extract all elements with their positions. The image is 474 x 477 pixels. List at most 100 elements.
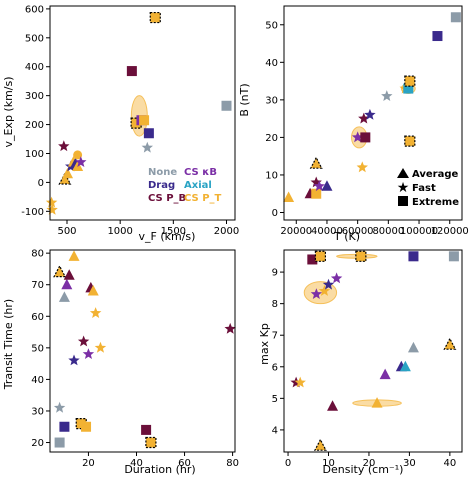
data-point-star [356, 161, 368, 173]
y-tick-label: 8 [272, 299, 278, 310]
axes-frame [283, 249, 463, 453]
x-tick-label: 20 [363, 458, 376, 469]
legend-average: Average [412, 169, 459, 180]
x-tick-label: 40 [443, 458, 456, 469]
data-point-triangle [443, 337, 457, 350]
data-point-square [149, 11, 161, 24]
x-tick-label: 20000 [280, 226, 312, 237]
x-tick-label: 1000 [107, 226, 132, 237]
data-point-star [75, 156, 87, 167]
x-tick-label: 30 [403, 458, 416, 469]
data-point-triangle [61, 278, 73, 290]
data-point-triangle [321, 180, 333, 191]
y-tick-label: 7 [272, 331, 278, 342]
y-tick-label: 10 [265, 170, 278, 181]
data-point-star [310, 288, 323, 299]
panel-velocity: 500 1000 1500 2000 -100 0 100 200 300 400 500 600 v… [2, 4, 239, 243]
data-point-triangle [63, 269, 75, 280]
plot-area-max-kp: 0 10 20 30 40 4 5 6 7 8 9 [272, 249, 463, 469]
y-tick-label: 4 [272, 425, 278, 436]
data-point-square [314, 250, 327, 262]
data-point-triangle [283, 191, 295, 202]
data-point-star [89, 307, 102, 318]
data-point-square [403, 83, 414, 94]
y-tick-label: 9 [272, 268, 278, 279]
x-tick-label: 120000 [431, 226, 469, 237]
y-tick-label: 50 [31, 343, 44, 354]
data-point-triangle [68, 250, 80, 261]
data-point-square [54, 437, 65, 448]
y-tick-label: 500 [25, 33, 44, 44]
data-point-square [404, 75, 416, 87]
x-tick-label: 60000 [342, 226, 374, 237]
data-point-triangle [399, 360, 411, 372]
xlabel-transit-time: Duration (hr) [124, 463, 195, 476]
x-tick-label: 20 [82, 458, 95, 469]
y-tick-label: 400 [25, 62, 44, 73]
y-tick-label: 100 [25, 149, 44, 160]
data-point-square [59, 421, 70, 432]
x-tick-label: 40 [130, 458, 143, 469]
y-tick-label: 80 [31, 249, 44, 260]
data-point-star [68, 354, 80, 366]
y-tick-label: 30 [265, 95, 278, 106]
data-point-triangle [58, 172, 72, 185]
legend-triangle-marker [397, 168, 409, 178]
data-point-star [381, 90, 393, 101]
ylabel-transit-time: Transit Time (hr) [2, 299, 15, 390]
data-point-star [58, 140, 70, 152]
data-point-star [358, 112, 370, 124]
panel-max-kp: 0 10 20 30 40 4 5 6 7 8 9 Density (cm⁻¹) max Kp [258, 249, 463, 476]
data-point-star [322, 278, 335, 290]
y-tick-label: 60 [31, 312, 44, 323]
data-point-star [330, 272, 343, 284]
data-point-square [448, 251, 459, 262]
legend-square-marker [398, 196, 408, 206]
legend-cs-pb: CS P_B [148, 193, 186, 204]
axes-frame [49, 249, 236, 453]
data-point-star [77, 335, 90, 347]
x-tick-label: 40000 [311, 226, 343, 237]
data-point-triangle [58, 291, 70, 302]
xlabel-max-kp: Density (cm⁻¹) [323, 463, 404, 476]
legend-drag: Drag [148, 180, 175, 191]
data-point-triangle [327, 400, 339, 411]
data-point-square [408, 251, 419, 262]
plot-area-velocity: 500 1000 1500 2000 -100 0 100 200 300 400 500 600 [21, 4, 239, 237]
data-point-square [450, 12, 461, 23]
y-tick-label: 600 [25, 4, 44, 15]
data-point-square [126, 66, 137, 77]
data-point-square [311, 188, 322, 199]
data-point-square [307, 254, 318, 265]
y-tick-label: 5 [272, 394, 278, 405]
x-tick-label: 80000 [372, 226, 404, 237]
x-tick-label: 60 [178, 458, 191, 469]
legend-cs-pt: CS P_T [184, 193, 222, 204]
y-tick-label: 30 [31, 406, 44, 417]
x-tick-label: 1500 [161, 226, 186, 237]
data-point-square [145, 436, 157, 449]
data-point-triangle [53, 264, 67, 278]
x-tick-label: 0 [285, 458, 291, 469]
y-tick-label: 200 [25, 120, 44, 131]
ylabel-velocity: v_Exp (km/s) [2, 76, 15, 147]
y-tick-label: 50 [265, 20, 278, 31]
data-point-triangle [87, 285, 99, 296]
data-point-star [313, 180, 325, 192]
panel-transit-time: 20 40 60 80 20 30 40 50 60 70 80 Duration (hr) Tra… [2, 249, 239, 476]
legend-axial: Axial [184, 180, 212, 191]
data-point-star [53, 401, 66, 413]
xlabel-magnetic-field: T (K) [333, 230, 360, 243]
data-point-square [141, 424, 152, 435]
data-point-triangle [313, 438, 327, 451]
y-tick-label: 0 [272, 208, 278, 219]
data-point-square [139, 115, 150, 126]
axes-frame [49, 5, 236, 221]
legend-models: None CS κB Drag Axial CS P_B CS P_T [148, 167, 222, 204]
data-point-square [221, 100, 232, 111]
data-point-triangle [309, 156, 323, 169]
data-point-square [404, 135, 416, 147]
